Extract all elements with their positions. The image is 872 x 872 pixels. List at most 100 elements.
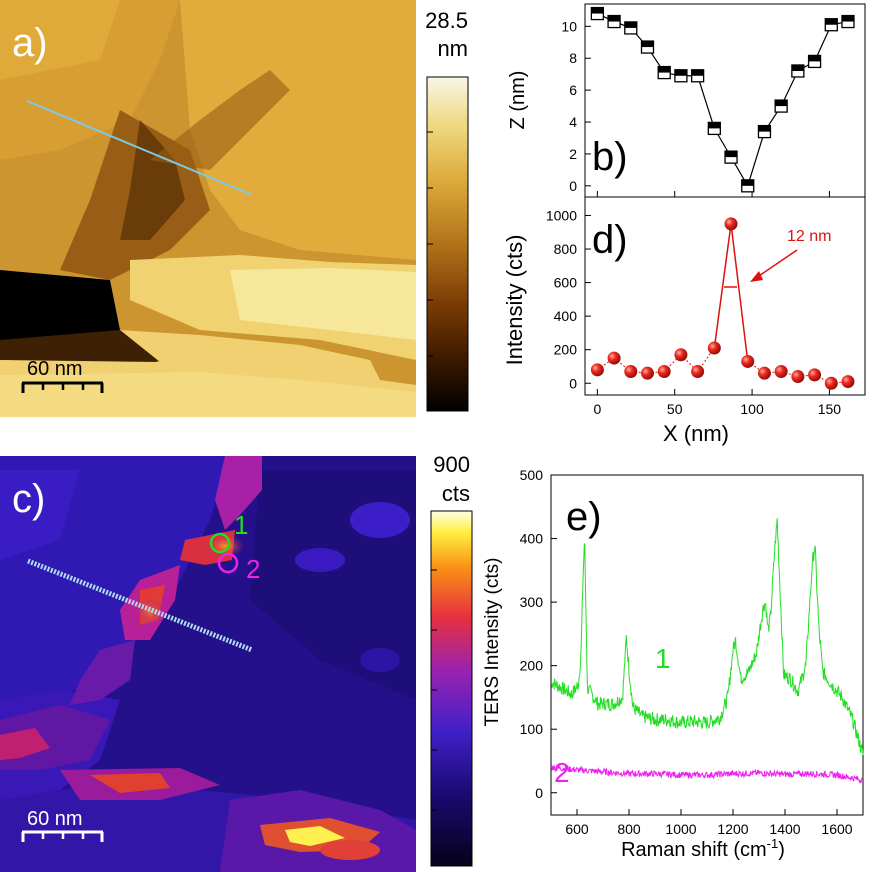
- panel-e-ytick-label: 0: [535, 785, 543, 801]
- panel-a: a) 60 nm 28.5 nm: [0, 0, 469, 417]
- panel-b-ytick-label: 2: [569, 146, 577, 162]
- panel-d-xtick-label: 0: [593, 401, 601, 417]
- panel-b-point: [757, 124, 772, 139]
- scalebar-c-label: 60 nm: [27, 808, 83, 830]
- panel-b-ylabel: Z (nm): [507, 71, 529, 130]
- panel-e-ytick-label: 400: [520, 531, 544, 547]
- marker-1-label: 1: [234, 510, 248, 540]
- panel-a-label: a): [12, 21, 48, 65]
- panel-e-series: [550, 518, 864, 784]
- panel-b-point: [657, 65, 671, 80]
- colorbar-a-unit: nm: [437, 36, 468, 61]
- panel-d-xtick-label: 50: [667, 401, 683, 417]
- panel-b-series: [597, 13, 849, 188]
- panel-d-point: [607, 351, 621, 365]
- panel-d-point: [824, 376, 838, 390]
- scalebar-a: 60 nm: [21, 358, 104, 393]
- panel-b-point: [590, 6, 605, 21]
- panel-d-ytick-label: 600: [554, 275, 578, 291]
- panel-d-arrow-line: [755, 249, 798, 279]
- panel-d-point: [590, 363, 604, 377]
- panel-e-axes: 0 100 200 300 400 500 600 800 1000 1200 1400 1600: [520, 467, 853, 837]
- panel-b-line: [597, 13, 849, 188]
- panel-b-point: [674, 69, 688, 83]
- panel-e-ytick-label: 300: [520, 594, 544, 610]
- panel-d-point: [691, 365, 705, 379]
- panel-e-xtick-label: 600: [565, 821, 589, 837]
- panel-d-segment: [730, 223, 749, 362]
- panel-d-ytick-label: 1000: [546, 207, 577, 223]
- panel-e-xtick-label: 1400: [769, 821, 800, 837]
- panel-d-point: [808, 368, 822, 382]
- profile-line-a: [26, 100, 253, 196]
- panel-e-frame: [550, 474, 864, 816]
- panel-b-point: [640, 40, 655, 54]
- panel-d-point: [640, 366, 654, 380]
- panel-b-markers: [590, 6, 855, 193]
- scalebar-c: 60 nm: [21, 808, 104, 842]
- panel-e-series-2: [550, 763, 864, 784]
- panel-d-axes: 0 200 400 600 800 1000 0 50 100 150: [546, 207, 841, 417]
- panel-d-markers: [590, 217, 855, 390]
- panel-e-curve1-label: 1: [655, 643, 671, 674]
- colorbar-a-max: 28.5: [425, 8, 468, 33]
- panel-e-ytick-label: 100: [520, 721, 544, 737]
- panel-d-xtick-label: 150: [818, 401, 842, 417]
- colorbar-c-max: 900: [433, 452, 470, 477]
- panel-e-xtick-label: 1200: [717, 821, 748, 837]
- panel-e-xtick-label: 1000: [665, 821, 696, 837]
- profile-line-c: [27, 558, 253, 653]
- panel-b-point: [841, 14, 855, 29]
- panel-d-point: [674, 348, 688, 362]
- panel-d-point: [657, 365, 671, 379]
- panel-c-label: c): [12, 477, 45, 521]
- panel-b-point: [807, 54, 822, 69]
- ters-image: [0, 456, 416, 872]
- panel-d-point: [757, 366, 771, 380]
- panel-d-annotation: 12 nm: [787, 228, 831, 245]
- panel-b-point: [824, 18, 838, 32]
- panel-b-point: [707, 121, 721, 136]
- panel-d-arrow-head: [750, 271, 763, 282]
- panel-b-ytick-label: 6: [569, 82, 577, 98]
- panel-e-ylabel: TERS Intensity (cts): [482, 558, 503, 727]
- panel-b-label: b): [592, 135, 628, 179]
- marker-2-circle: [217, 552, 239, 574]
- panel-b-point: [741, 179, 755, 193]
- panel-b-point: [724, 150, 738, 164]
- panel-b-chart: 0 2 4 6 8 10 b) Z (nm): [507, 3, 866, 198]
- panel-d-xtick-label: 100: [740, 401, 764, 417]
- panel-d-chart: 0 200 400 600 800 1000 0 50 100 150 d) 12 nm Inte…: [502, 196, 866, 446]
- panel-d-series: [597, 223, 849, 384]
- panel-d-segment: [713, 223, 732, 349]
- panel-e-ytick-label: 500: [520, 467, 544, 483]
- panel-c: c) 1 2 60 nm 900 cts: [0, 452, 473, 872]
- marker-2-label: 2: [246, 554, 260, 584]
- panel-e-curve2-label: 2: [554, 757, 570, 788]
- panel-d-frame: [584, 196, 866, 396]
- panel-d-label: d): [592, 218, 628, 262]
- colorbar-c-unit: cts: [442, 481, 470, 506]
- marker-1-circle: [209, 532, 231, 554]
- panel-d-ytick-label: 800: [554, 241, 578, 257]
- panel-b-point: [624, 21, 638, 35]
- panel-d-ylabel: Intensity (cts): [502, 235, 527, 366]
- panel-e-chart: 0 100 200 300 400 500 600 800 1000 1200 1400 1600 e…: [482, 467, 864, 861]
- panel-d-xlabel: X (nm): [663, 421, 729, 446]
- panel-d-point: [774, 365, 788, 379]
- panel-b-point: [791, 64, 805, 78]
- panel-b-ytick-label: 10: [561, 18, 577, 34]
- panel-b-ytick-label: 0: [569, 178, 577, 194]
- panel-d-point: [841, 375, 855, 389]
- panel-d-point: [707, 341, 721, 355]
- panel-b-ytick-label: 4: [569, 114, 577, 130]
- panel-e-ytick-label: 200: [520, 658, 544, 674]
- panel-d-segment: [781, 371, 799, 378]
- panel-e-xtick-label: 1600: [821, 821, 852, 837]
- panel-b-axes: 0 2 4 6 8 10: [561, 18, 830, 197]
- panel-d-point: [791, 370, 805, 384]
- panel-d-ytick-label: 0: [569, 375, 577, 391]
- panel-b-ytick-label: 8: [569, 50, 577, 66]
- panel-e-series-1: [550, 518, 864, 756]
- panel-b-point: [690, 69, 705, 83]
